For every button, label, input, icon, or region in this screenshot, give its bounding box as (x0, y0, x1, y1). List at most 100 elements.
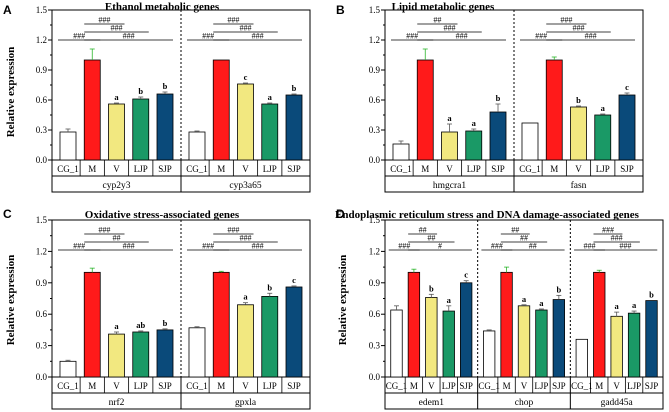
category-label: LJP (534, 381, 548, 391)
bar-v (237, 304, 254, 378)
category-label: CG_1 (478, 381, 500, 391)
bar-cg1 (521, 122, 539, 161)
significance-letter: a (539, 298, 544, 308)
panel-letter: C (3, 207, 12, 221)
significance-letter: a (472, 118, 477, 128)
significance-letter: a (114, 321, 119, 331)
significance-marker: ### (444, 24, 456, 33)
bar-sjp (285, 286, 303, 378)
bar-ljp (261, 296, 279, 378)
significance-letter: b (556, 284, 561, 294)
significance-marker: ### (73, 32, 85, 41)
significance-marker: ### (406, 32, 418, 41)
gene-label: nrf2 (109, 397, 125, 408)
y-tick-label: 0.3 (369, 125, 381, 135)
significance-marker: ### (398, 242, 410, 251)
chart-title: Ethanol metabolic genes (105, 1, 220, 13)
significance-marker: ### (252, 32, 264, 41)
y-tick-label: 0.6 (369, 309, 381, 319)
bar-m (416, 59, 434, 161)
gene-label: gpxla (235, 398, 257, 408)
chart-title: Oxidative stress-associated genes (85, 209, 240, 221)
significance-marker: ### (123, 32, 135, 41)
y-axis-label: Relative expression (5, 255, 17, 346)
significance-marker: ## (427, 234, 435, 243)
category-label: CG_1 (386, 381, 408, 391)
significance-marker: ### (619, 242, 631, 251)
gene-label: gadd45a (601, 398, 634, 408)
bar-cg1 (59, 131, 77, 161)
bar-sjp (460, 282, 473, 378)
bar-m (545, 59, 563, 161)
y-tick-label: 1.2 (36, 246, 47, 256)
y-tick-label: 0.0 (369, 155, 381, 165)
significance-letter: b (163, 81, 168, 91)
bar-sjp (552, 299, 565, 378)
chart-title: Endoplasmic reticulum stress and DNA dam… (335, 209, 640, 221)
bar-ljp (132, 331, 150, 378)
bar-sjp (285, 94, 303, 161)
bar-m (83, 59, 101, 161)
bar-v (610, 315, 623, 378)
y-tick-label: 1.5 (369, 5, 381, 15)
y-tick-label: 0.9 (36, 278, 48, 288)
y-tick-label: 1.2 (369, 35, 380, 45)
significance-marker: ## (113, 234, 121, 243)
significance-marker: ### (98, 226, 110, 235)
bar-ljp (627, 312, 641, 378)
y-tick-label: 1.2 (369, 246, 380, 256)
category-label: M (88, 164, 96, 174)
bar-v (237, 83, 254, 161)
y-tick-label: 1.5 (36, 5, 48, 15)
significance-letter: a (447, 295, 452, 305)
y-tick-label: 0.6 (36, 95, 48, 105)
chart-title: Lipid metabolic genes (392, 1, 495, 13)
significance-letter: b (429, 283, 434, 293)
significance-marker: ### (98, 16, 110, 25)
significance-marker: ### (111, 24, 123, 33)
bar-v (570, 106, 587, 161)
significance-marker: ### (535, 32, 547, 41)
category-label: M (503, 381, 511, 391)
significance-letter: a (601, 103, 606, 113)
bar-sjp (156, 329, 174, 378)
panel-letter: B (336, 3, 345, 17)
significance-letter: c (292, 275, 296, 285)
category-label: SJP (491, 164, 505, 174)
significance-marker: ### (560, 16, 572, 25)
category-label: CG_1 (571, 381, 593, 391)
y-tick-label: 0.6 (369, 95, 381, 105)
significance-letter: a (114, 92, 119, 102)
significance-marker: ## (433, 16, 441, 25)
significance-letter: b (163, 318, 168, 328)
bar-cg1 (188, 327, 206, 378)
y-tick-label: 0.3 (36, 125, 48, 135)
significance-letter: b (496, 93, 501, 103)
category-label: LJP (134, 381, 148, 391)
bar-m (83, 271, 101, 378)
bar-cg1 (188, 131, 206, 161)
gene-label: cyp3a65 (229, 181, 261, 191)
bar-v (517, 305, 531, 378)
significance-marker: ### (585, 32, 597, 41)
significance-marker: # (438, 242, 442, 251)
y-tick-label: 1.2 (36, 35, 47, 45)
gene-label: fasn (571, 180, 587, 191)
y-tick-label: 0.3 (369, 341, 381, 351)
significance-marker: ### (611, 234, 623, 243)
bar-sjp (645, 300, 658, 378)
gene-label: chop (515, 398, 534, 408)
category-label: SJP (287, 381, 301, 391)
bar-m (212, 271, 230, 378)
category-label: SJP (459, 381, 473, 391)
y-tick-label: 0.9 (36, 65, 48, 75)
bar-v (441, 131, 458, 161)
bar-cg1 (575, 338, 588, 378)
category-label: LJP (627, 381, 641, 391)
significance-marker: ### (252, 242, 264, 251)
significance-marker: ### (602, 226, 614, 235)
bar-ljp (535, 309, 548, 378)
significance-marker: ## (511, 226, 519, 235)
category-label: LJP (263, 381, 277, 391)
